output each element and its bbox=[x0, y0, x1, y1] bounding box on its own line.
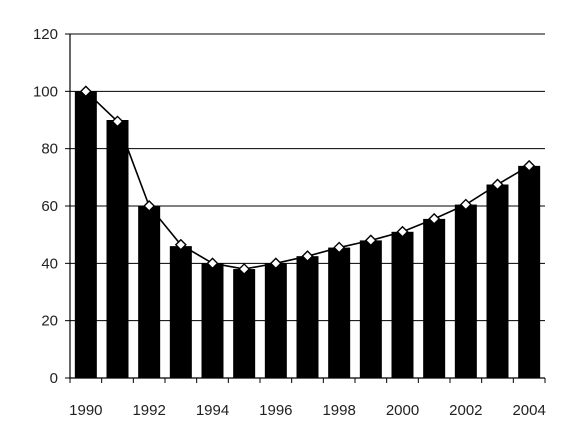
line-point bbox=[301, 250, 314, 263]
x-tick-label: 2004 bbox=[512, 402, 545, 419]
bar bbox=[74, 91, 97, 378]
y-tick-label: 80 bbox=[41, 141, 58, 158]
line-point bbox=[459, 198, 472, 211]
bar bbox=[391, 231, 414, 378]
bar bbox=[296, 256, 319, 378]
line-point bbox=[206, 257, 219, 270]
y-tick-label: 60 bbox=[41, 198, 58, 215]
line-point bbox=[269, 257, 282, 270]
line-point bbox=[428, 212, 441, 225]
line-point bbox=[523, 159, 536, 172]
line-point bbox=[238, 263, 251, 276]
bar bbox=[264, 263, 287, 378]
line-point bbox=[491, 178, 504, 191]
x-tick-label: 2002 bbox=[449, 402, 482, 419]
bar bbox=[106, 120, 129, 378]
x-tick-label: 2000 bbox=[386, 402, 419, 419]
bar bbox=[359, 240, 382, 378]
y-tick-label: 40 bbox=[41, 255, 58, 272]
line-point bbox=[174, 238, 187, 251]
line-point bbox=[333, 241, 346, 254]
bar bbox=[233, 269, 256, 378]
y-tick-label: 120 bbox=[33, 26, 58, 43]
y-tick-labels: 0 20 40 60 80 100 120 bbox=[33, 26, 58, 387]
x-tick-labels: 1990 1992 1994 1996 1998 2000 2002 2004 bbox=[69, 402, 546, 419]
line-point bbox=[143, 200, 156, 212]
bar bbox=[201, 263, 224, 378]
bar bbox=[518, 165, 541, 378]
x-tick-label: 1994 bbox=[196, 402, 229, 419]
line-point bbox=[79, 85, 92, 98]
bar bbox=[423, 218, 446, 378]
x-tick-label: 1990 bbox=[69, 402, 102, 419]
line-series bbox=[79, 85, 536, 276]
y-tick-label: 20 bbox=[41, 313, 58, 330]
x-tick-label: 1992 bbox=[132, 402, 165, 419]
bar bbox=[486, 184, 509, 378]
y-tick-label: 100 bbox=[33, 83, 58, 100]
bar bbox=[454, 204, 477, 378]
x-tick-label: 1998 bbox=[322, 402, 355, 419]
bar bbox=[169, 246, 192, 378]
line-point bbox=[396, 225, 409, 238]
bar-series bbox=[74, 91, 541, 378]
axes bbox=[65, 33, 546, 383]
x-tick-label: 1996 bbox=[259, 402, 292, 419]
y-tick-label: 0 bbox=[50, 370, 58, 387]
bar bbox=[328, 247, 351, 378]
line-point bbox=[364, 234, 377, 247]
bar bbox=[138, 206, 161, 378]
line-point bbox=[111, 115, 124, 128]
